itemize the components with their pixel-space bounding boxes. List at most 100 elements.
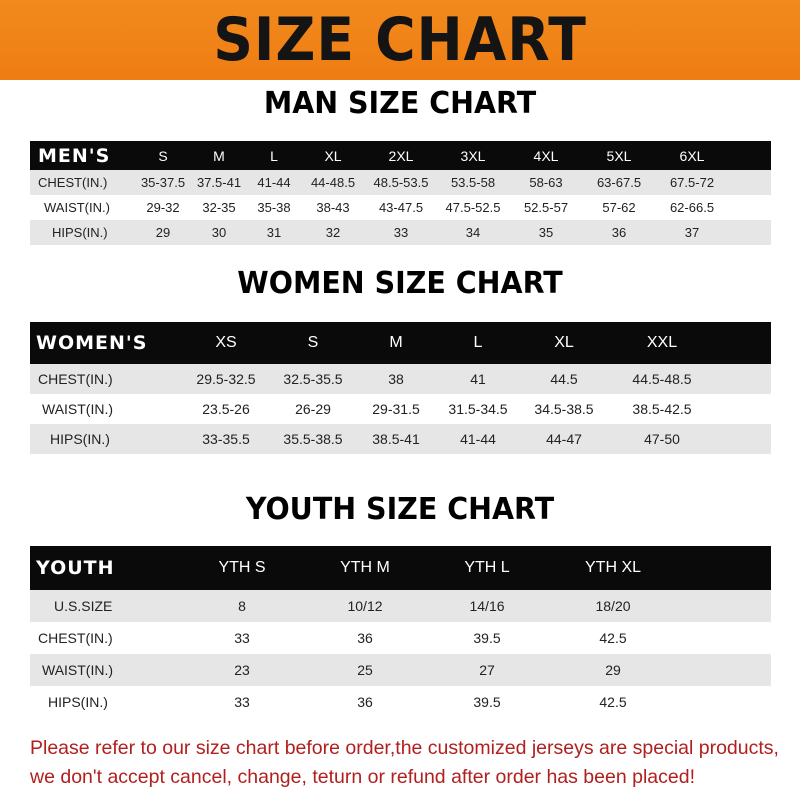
table-cell: 8 [238,598,246,614]
table-cell: 36 [357,694,373,710]
table-cell: 42.5 [599,694,627,710]
table-row: U.S.SIZE 8 10/12 14/16 18/20 [30,590,771,622]
table-cell: 47.5-52.5 [445,200,501,215]
table-cell: 35 [538,225,554,240]
row-label: CHEST(IN.) [38,371,113,387]
size-header: 5XL [606,147,632,164]
row-label: CHEST(IN.) [38,630,113,646]
table-cell: 29 [155,225,171,240]
size-header: 4XL [533,147,559,164]
table-row: CHEST(IN.) 29.5-32.5 32.5-35.5 38 41 44.5 44.5… [30,364,771,394]
row-label: WAIST(IN.) [42,662,114,678]
table-cell: 37 [684,225,700,240]
table-cell: 53.5-58 [450,175,496,190]
table-row: CHEST(IN.) 33 36 39.5 42.5 [30,622,771,654]
table-cell: 36 [357,630,373,646]
table-row: WAIST(IN.) 23.5-26 26-29 29-31.5 31.5-34.5 34… [30,394,771,424]
table-cell: 32 [325,225,341,240]
table-cell: 31.5-34.5 [448,401,508,417]
table-cell: 33-35.5 [202,431,250,447]
table-cell: 44-47 [546,431,582,447]
table-cell: 29.5-32.5 [196,371,256,387]
header-label: WOMEN'S [36,332,148,354]
table-row: HIPS(IN.) 33-35.5 35.5-38.5 38.5-41 41-44 44-… [30,424,771,454]
size-header: L [473,334,483,351]
size-header: XL [324,147,342,164]
size-header: YTH M [340,559,390,576]
table-cell: 44-48.5 [310,175,356,190]
table-cell: 29 [605,662,621,678]
table-cell: 35-38 [257,200,291,215]
table-cell: 38.5-41 [372,431,420,447]
size-header: YTH L [464,559,510,576]
size-header: 2XL [388,147,414,164]
table-cell: 39.5 [473,630,501,646]
table-cell: 14/16 [469,598,505,614]
table-cell: 35.5-38.5 [283,431,343,447]
size-header: XXL [646,334,678,351]
size-header: 3XL [460,147,486,164]
table-cell: 39.5 [473,694,501,710]
notice-line: we don't accept cancel, change, teturn o… [30,766,695,788]
table-cell: 41-44 [460,431,496,447]
table-cell: 29-31.5 [372,401,420,417]
row-label: U.S.SIZE [54,598,113,614]
table-cell: 35-37.5 [140,175,186,190]
header-label: YOUTH [36,557,115,579]
size-header: L [270,147,278,164]
youth-header-row: YOUTH YTH S YTH M YTH L YTH XL [30,546,771,590]
table-cell: 34 [465,225,481,240]
size-header: S [158,147,168,164]
table-cell: 33 [234,630,250,646]
size-header: M [213,147,225,164]
size-header: S [307,334,319,351]
men-title: MAN SIZE CHART [263,86,537,121]
notice-line: Please refer to our size chart before or… [30,737,779,759]
table-cell: 29-32 [146,200,180,215]
women-size-table: WOMEN'S XS S M L XL XXL CHEST(IN.) 29.5-32.5 32.5… [30,322,771,454]
size-header: XL [554,334,574,351]
table-cell: 25 [357,662,373,678]
table-row: HIPS(IN.) 29 30 31 32 33 34 35 36 37 [30,220,771,245]
table-cell: 67.5-72 [669,175,715,190]
table-cell: 32-35 [202,200,236,215]
table-row: CHEST(IN.) 35-37.5 37.5-41 41-44 44-48.5 48.5… [30,170,771,195]
table-cell: 38 [388,371,404,387]
banner: SIZE CHART [0,0,800,80]
men-size-table: MEN'S S M L XL 2XL 3XL 4XL 5XL 6XL CHEST(IN.) 35-37… [30,141,771,245]
row-label: HIPS(IN.) [52,225,108,240]
row-label: HIPS(IN.) [48,694,108,710]
size-header: M [389,334,403,351]
table-cell: 52.5-57 [523,200,569,215]
table-cell: 41-44 [257,175,291,190]
table-cell: 23.5-26 [202,401,250,417]
youth-title: YOUTH SIZE CHART [245,492,555,527]
table-cell: 58-63 [529,175,563,190]
row-label: HIPS(IN.) [50,431,110,447]
table-cell: 63-67.5 [596,175,642,190]
table-cell: 44.5-48.5 [632,371,692,387]
notice: Please refer to our size chart before or… [30,734,790,792]
table-cell: 37.5-41 [196,175,242,190]
row-label: CHEST(IN.) [38,175,108,190]
table-cell: 32.5-35.5 [283,371,343,387]
table-cell: 10/12 [347,598,383,614]
table-cell: 36 [611,225,627,240]
table-cell: 38.5-42.5 [632,401,692,417]
table-cell: 27 [479,662,495,678]
table-cell: 42.5 [599,630,627,646]
table-row: WAIST(IN.) 29-32 32-35 35-38 38-43 43-47.5 47.… [30,195,771,220]
table-cell: 47-50 [644,431,680,447]
table-cell: 38-43 [316,200,350,215]
table-cell: 33 [393,225,409,240]
size-header: YTH S [218,559,266,576]
table-cell: 62-66.5 [669,200,715,215]
table-cell: 41 [470,371,486,387]
header-label: MEN'S [38,144,111,167]
table-cell: 44.5 [550,371,578,387]
table-cell: 43-47.5 [378,200,424,215]
youth-size-table: YOUTH YTH S YTH M YTH L YTH XL U.S.SIZE 8 10/12… [30,546,771,718]
table-row: HIPS(IN.) 33 36 39.5 42.5 [30,686,771,718]
table-cell: 30 [211,225,227,240]
table-cell: 18/20 [595,598,631,614]
